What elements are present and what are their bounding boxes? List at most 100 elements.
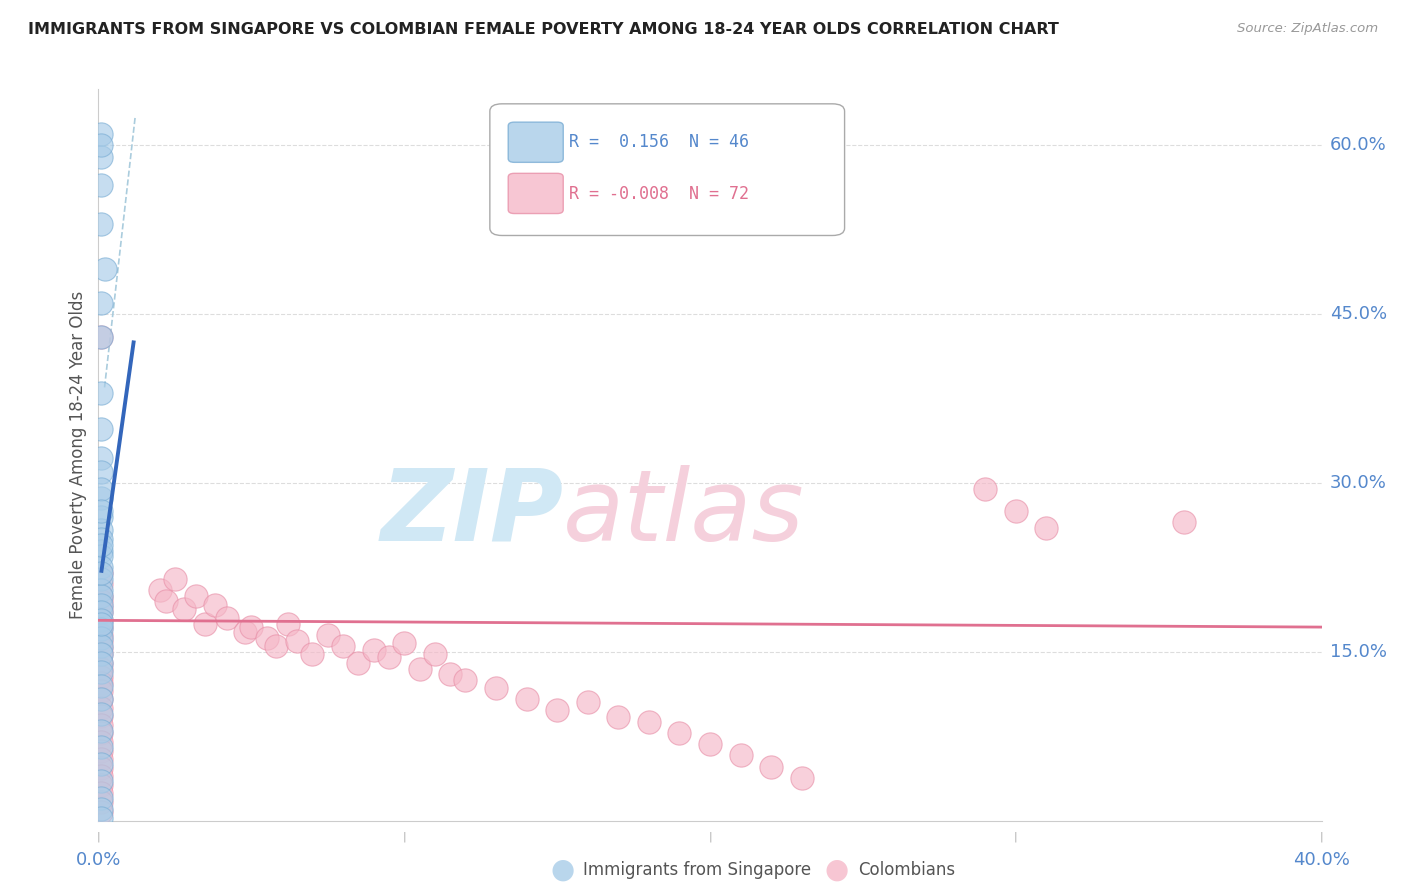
Point — [90, 628, 112, 642]
Point — [90, 589, 112, 603]
Text: 15.0%: 15.0% — [1330, 643, 1386, 661]
Point — [90, 150, 112, 164]
Point — [90, 633, 112, 648]
Point — [759, 759, 782, 773]
Point — [90, 662, 112, 676]
Point — [790, 771, 813, 785]
Point — [90, 566, 112, 580]
Text: 0.0%: 0.0% — [76, 851, 121, 869]
Point — [90, 543, 112, 558]
Point — [439, 667, 461, 681]
Text: |: | — [1320, 831, 1323, 842]
Point — [90, 620, 112, 634]
Point — [90, 560, 112, 574]
Point — [90, 491, 112, 505]
Point — [90, 465, 112, 479]
Point — [90, 422, 112, 436]
Point — [90, 577, 112, 591]
Point — [90, 709, 112, 723]
Text: R =  0.156  N = 46: R = 0.156 N = 46 — [569, 133, 749, 151]
Text: R = -0.008  N = 72: R = -0.008 N = 72 — [569, 185, 749, 202]
FancyBboxPatch shape — [508, 122, 564, 162]
Y-axis label: Female Poverty Among 18-24 Year Olds: Female Poverty Among 18-24 Year Olds — [69, 291, 87, 619]
Point — [90, 623, 112, 637]
Point — [240, 620, 263, 634]
Point — [637, 714, 661, 729]
Text: Colombians: Colombians — [858, 861, 955, 879]
Text: 60.0%: 60.0% — [1330, 136, 1386, 154]
Point — [256, 632, 278, 646]
Text: |: | — [97, 831, 100, 842]
Point — [186, 589, 208, 603]
Point — [607, 710, 630, 724]
Point — [90, 701, 112, 715]
Point — [454, 673, 477, 687]
Point — [90, 684, 112, 698]
Point — [264, 639, 287, 653]
Text: 40.0%: 40.0% — [1294, 851, 1350, 869]
Point — [1004, 504, 1026, 518]
Point — [90, 735, 112, 749]
Point — [90, 138, 112, 153]
Point — [485, 681, 508, 695]
Point — [392, 636, 416, 650]
Point — [699, 737, 721, 751]
Point — [90, 524, 112, 538]
Point — [90, 795, 112, 809]
Point — [285, 633, 308, 648]
Point — [149, 582, 172, 597]
Point — [90, 538, 112, 552]
Text: IMMIGRANTS FROM SINGAPORE VS COLOMBIAN FEMALE POVERTY AMONG 18-24 YEAR OLDS CORR: IMMIGRANTS FROM SINGAPORE VS COLOMBIAN F… — [28, 22, 1059, 37]
Point — [90, 726, 112, 740]
Text: ●: ● — [550, 855, 575, 884]
Point — [90, 656, 112, 670]
Point — [1173, 516, 1195, 530]
Point — [90, 774, 112, 789]
Text: 45.0%: 45.0% — [1330, 305, 1388, 323]
Point — [301, 647, 323, 661]
Point — [90, 606, 112, 620]
Point — [163, 572, 186, 586]
Point — [90, 127, 112, 141]
Point — [233, 624, 256, 639]
Point — [90, 509, 112, 524]
Point — [90, 692, 112, 706]
Text: atlas: atlas — [564, 465, 804, 562]
Point — [90, 641, 112, 656]
Point — [173, 602, 195, 616]
Point — [90, 676, 112, 690]
Point — [408, 662, 430, 676]
FancyBboxPatch shape — [508, 173, 564, 213]
Point — [90, 296, 112, 310]
Point — [90, 330, 112, 344]
Text: Source: ZipAtlas.com: Source: ZipAtlas.com — [1237, 22, 1378, 36]
Point — [316, 628, 339, 642]
Point — [90, 769, 112, 783]
Point — [155, 594, 177, 608]
Point — [90, 582, 112, 597]
Point — [90, 589, 112, 603]
Point — [90, 566, 112, 580]
Point — [90, 791, 112, 805]
Text: ZIP: ZIP — [380, 465, 564, 562]
Point — [90, 647, 112, 661]
Point — [90, 599, 112, 614]
Point — [93, 262, 115, 277]
Point — [90, 805, 112, 819]
Point — [90, 549, 112, 564]
Point — [90, 613, 112, 627]
Point — [90, 778, 112, 792]
Point — [204, 598, 226, 612]
Point — [90, 692, 112, 706]
Point — [516, 692, 538, 706]
Point — [90, 656, 112, 670]
Point — [277, 616, 299, 631]
Point — [90, 613, 112, 627]
Point — [974, 482, 997, 496]
Point — [90, 679, 112, 693]
Point — [90, 647, 112, 661]
Point — [90, 723, 112, 738]
Point — [576, 696, 599, 710]
Point — [90, 330, 112, 344]
Point — [90, 757, 112, 772]
